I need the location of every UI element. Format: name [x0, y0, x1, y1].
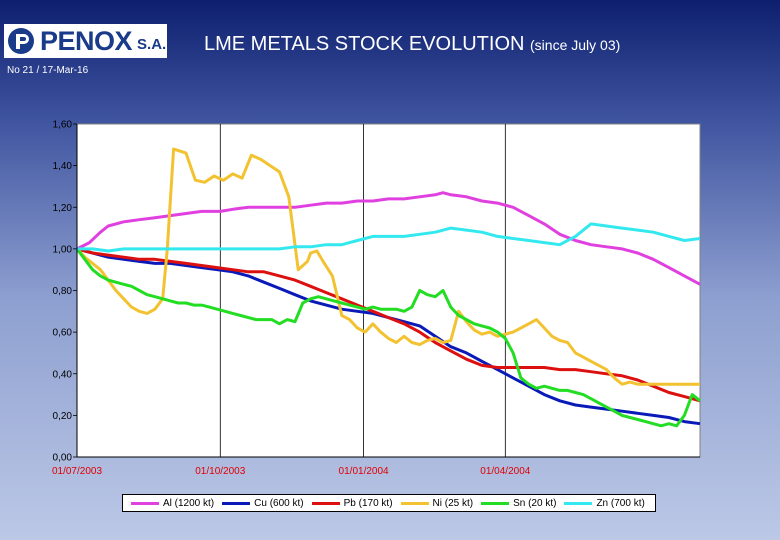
y-tick-label: 0,00 — [53, 453, 73, 464]
y-tick-label: 1,40 — [53, 161, 73, 172]
legend-swatch — [564, 501, 593, 505]
legend-item-sn: Sn (20 kt) — [481, 498, 556, 509]
legend-swatch — [131, 501, 159, 505]
legend-label: Al (1200 kt) — [163, 497, 215, 509]
x-tick-label: 01/01/2004 — [339, 466, 389, 477]
legend-item-zn: Zn (700 kt) — [564, 497, 645, 509]
legend-label: Ni (25 kt) — [432, 497, 474, 509]
legend-label: Zn (700 kt) — [596, 497, 645, 509]
legend-label: Pb (170 kt) — [343, 497, 393, 509]
x-tick-label: 01/04/2004 — [480, 466, 530, 477]
legend-item-ni: Ni (25 kt) — [400, 497, 474, 509]
logo-text: PENOX — [40, 25, 133, 56]
legend-label: Sn (20 kt) — [513, 497, 557, 509]
company-logo: PENOX S.A. — [4, 24, 167, 58]
legend-item-al: Al (1200 kt) — [131, 498, 214, 509]
y-tick-label: 1,60 — [53, 120, 73, 131]
legend-item-pb: Pb (170 kt) — [311, 497, 393, 509]
issue-label: No 21 / 17-Mar-16 — [7, 65, 89, 76]
penox-logo-icon — [8, 28, 34, 54]
title-suffix: (since July 03) — [530, 37, 621, 53]
page-title: LME METALS STOCK EVOLUTION (since July 0… — [204, 33, 620, 56]
y-tick-label: 1,00 — [53, 244, 73, 255]
legend-swatch — [311, 501, 340, 505]
y-tick-label: 1,20 — [53, 203, 73, 214]
series-line-zn — [77, 222, 701, 253]
legend-label: Cu (600 kt) — [254, 497, 304, 509]
legend-item-cu: Cu (600 kt) — [222, 497, 304, 509]
y-tick-label: 0,40 — [53, 369, 73, 380]
x-tick-label: 01/07/2003 — [52, 466, 102, 477]
legend-swatch — [481, 501, 510, 505]
legend-swatch — [222, 501, 251, 505]
y-tick-label: 0,20 — [53, 411, 73, 422]
series-line-ni — [75, 147, 700, 386]
title-main: LME METALS STOCK EVOLUTION — [204, 33, 525, 55]
chart-legend: Al (1200 kt) Cu (600 kt) Pb (170 kt) Ni (25… — [122, 494, 656, 512]
logo-suffix: S.A. — [137, 35, 167, 53]
series-line-sn — [75, 247, 701, 428]
y-tick-label: 0,60 — [53, 328, 73, 339]
y-tick-label: 0,80 — [53, 286, 73, 297]
x-tick-label: 01/10/2003 — [195, 466, 245, 477]
series-line-pb — [76, 247, 701, 403]
legend-swatch — [400, 501, 429, 505]
